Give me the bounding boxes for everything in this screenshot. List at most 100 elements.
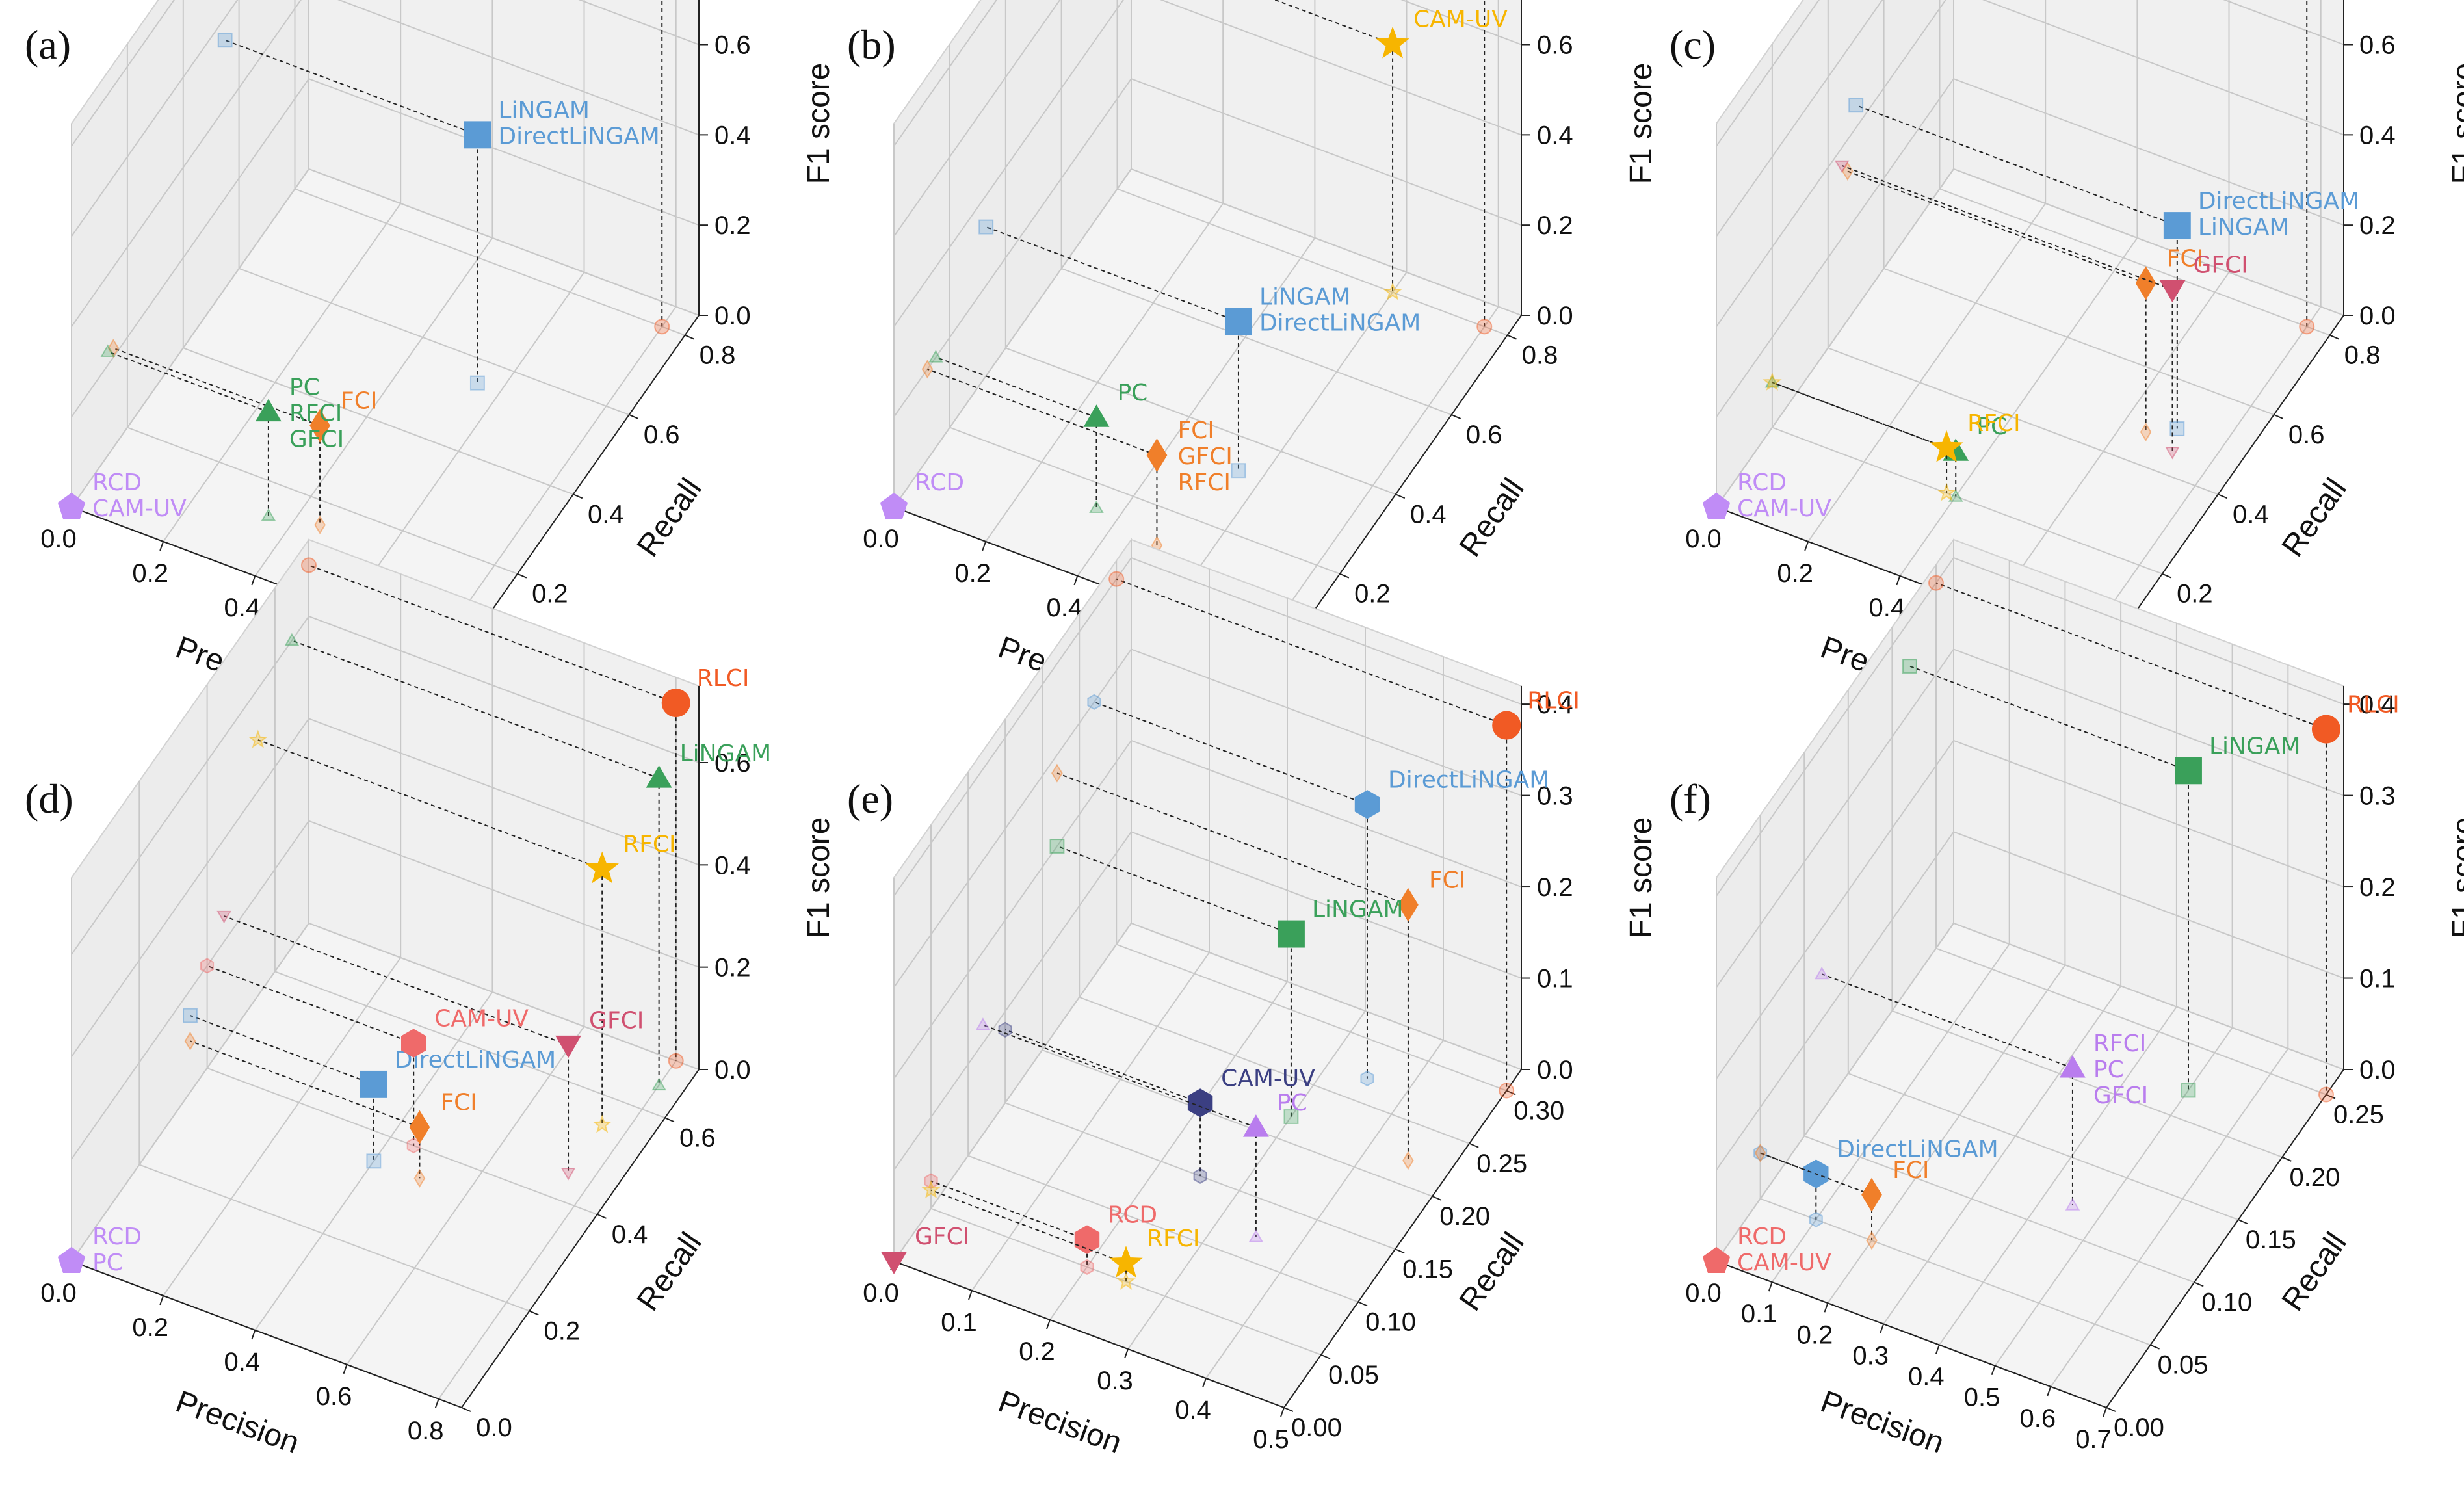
data-label-rcd: RCD — [915, 469, 964, 496]
tick-mark-x — [1046, 1319, 1051, 1330]
marker-cam-uv — [401, 1029, 426, 1058]
axis-title-x: Precision — [993, 1384, 1126, 1460]
marker-fci — [309, 408, 330, 443]
guide-line-fci — [190, 1040, 420, 1128]
projection-floor-rlci — [1476, 319, 1493, 335]
tick-label-z: 0.1 — [2359, 965, 2396, 993]
gridline-z — [1716, 922, 2344, 1262]
data-label-directlingam: DirectLiNGAM — [1388, 767, 1549, 793]
tick-label-z: 0.2 — [714, 211, 751, 240]
data-label-lingam: LiNGAM — [680, 741, 772, 767]
data-label-lingam: LiNGAM — [1259, 284, 1351, 311]
marker-fci — [1861, 1177, 1882, 1212]
marker-rcd — [1702, 1246, 1731, 1273]
tick-label-y: 0.00 — [2114, 1413, 2164, 1442]
projection-floor-gfci — [560, 1168, 576, 1181]
data-label-rcd: RCD — [92, 1224, 142, 1250]
panel-label: (b) — [847, 21, 896, 68]
tick-label-x: 0.4 — [1908, 1363, 1945, 1391]
guide-line-directlingam — [1094, 701, 1368, 806]
marker-fci — [1146, 438, 1168, 473]
tick-label-y: 0.25 — [2333, 1101, 2384, 1129]
tick-label-x: 0.2 — [1777, 559, 1813, 588]
marker-rlci — [1492, 711, 1521, 740]
axis-title-z: F1 score — [802, 63, 836, 185]
projection-floor-cam-uv — [1383, 282, 1402, 300]
gridline-z — [1716, 0, 2344, 237]
guide-line-rfci — [1772, 382, 1947, 449]
projection-floor-rlci — [654, 319, 670, 335]
tick-label-y: 0.05 — [2158, 1351, 2208, 1380]
axis-title-z: F1 score — [802, 817, 836, 939]
projection-floor-rlci — [668, 1053, 684, 1069]
data-label-gfci: GFCI — [589, 1008, 644, 1034]
guide-line-lingam — [291, 640, 659, 779]
tick-label-x: 0.2 — [1797, 1320, 1833, 1349]
chart-panel-e: (e) 0.0 0.1 0.2 0.3 0.4 0.5 0.00 0.05 0.10 0.15 0.2… — [847, 537, 1658, 1461]
tick-label-y: 0.0 — [476, 1413, 512, 1442]
projection-wall-rfci — [1763, 372, 1782, 391]
gridline-z — [893, 557, 1522, 897]
tick-label-x: 0.0 — [1685, 525, 1722, 553]
gridline-z — [71, 718, 700, 1057]
marker-rcd — [57, 492, 86, 519]
marker-gfci — [2159, 280, 2186, 303]
tick-mark-y — [597, 1213, 607, 1219]
panel-label: (d) — [25, 776, 73, 822]
tick-label-y: 0.00 — [1291, 1413, 1342, 1442]
tick-label-y: 0.25 — [1476, 1149, 1527, 1178]
tick-mark-y — [2326, 1094, 2336, 1099]
data-label-directlingam: DirectLiNGAM — [1837, 1136, 1998, 1163]
tick-mark-y — [2238, 1219, 2248, 1225]
data-label-fci: FCI — [440, 1090, 477, 1116]
gridline-z — [893, 0, 1522, 327]
tick-mark-y — [2281, 1156, 2292, 1162]
projection-wall-fci — [921, 360, 934, 379]
tick-mark-x — [251, 575, 256, 586]
axis-title-x: Precision — [1816, 1384, 1948, 1460]
projection-floor-pc — [1948, 489, 1963, 502]
tick-mark-y — [1395, 493, 1406, 499]
projection-floor-rfci — [1937, 482, 1956, 501]
tick-mark-x — [434, 1398, 439, 1409]
tick-label-x: 0.2 — [132, 559, 168, 588]
axis-title-z: F1 score — [1624, 817, 1658, 939]
tick-mark-x — [1073, 575, 1079, 586]
tick-label-y: 0.10 — [1365, 1308, 1416, 1337]
projection-floor-lingam — [2181, 1083, 2196, 1098]
gridline-z — [1716, 831, 2344, 1171]
tick-label-z: 0.2 — [2359, 873, 2396, 902]
data-label-rfci: RFCI — [1177, 469, 1230, 496]
marker-directlingam — [360, 1070, 387, 1098]
axis-y — [2106, 315, 2344, 654]
tick-mark-y — [1395, 1248, 1405, 1254]
marker-cam-uv — [1187, 1088, 1213, 1118]
data-label-rlci: RLCI — [2347, 692, 2400, 718]
tick-label-z: 0.4 — [714, 851, 751, 880]
data-label-cam-uv: CAM-UV — [1737, 1250, 1831, 1276]
projection-floor-fci — [314, 515, 326, 534]
guide-line-rlci — [1116, 578, 1507, 726]
marker-gfci — [881, 1252, 907, 1274]
tick-mark-y — [2274, 414, 2284, 419]
projection-wall-rfci — [1814, 966, 1829, 980]
tick-label-z: 0.2 — [1537, 873, 1573, 902]
tick-mark-y — [2329, 334, 2339, 340]
tick-label-x: 0.5 — [1253, 1425, 1289, 1454]
tick-label-z: 0.0 — [714, 302, 751, 330]
projection-floor-fci — [1402, 1151, 1414, 1170]
data-label-lingam: LiNGAM — [1312, 897, 1404, 923]
tick-label-y: 0.8 — [2344, 341, 2381, 370]
projection-wall-fci — [1051, 763, 1063, 783]
axis-y — [461, 1069, 700, 1408]
guide-line-rlci — [308, 564, 677, 704]
tick-label-x: 0.1 — [941, 1308, 977, 1337]
data-label-rcd: RCD — [1737, 1224, 1787, 1250]
marker-lingam — [2175, 757, 2202, 785]
data-label-cam-uv: CAM-UV — [1221, 1065, 1315, 1092]
data-label-cam-uv: CAM-UV — [92, 495, 187, 522]
data-label-cam-uv: CAM-UV — [1737, 495, 1831, 522]
data-label-pc: PC — [92, 1250, 123, 1276]
chart-panel-c: (c)0.00.20.40.60.80.00.20.40.60.80.00.20… — [1670, 0, 2464, 707]
